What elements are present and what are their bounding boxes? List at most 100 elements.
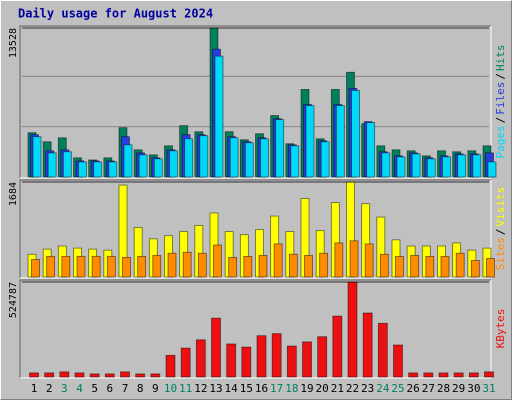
x-tick-label: 16 — [255, 382, 268, 395]
bar — [364, 243, 374, 278]
bar — [152, 254, 162, 278]
x-tick-label: 21 — [331, 382, 344, 395]
bar — [487, 161, 497, 178]
bar — [457, 154, 467, 178]
x-tick-label: 15 — [240, 382, 253, 395]
legend-separator: / — [494, 73, 507, 80]
bar — [349, 240, 359, 278]
x-tick-label: 23 — [361, 382, 374, 395]
bar — [379, 253, 389, 278]
bar — [76, 255, 86, 278]
bar — [423, 372, 434, 378]
bar — [62, 151, 72, 178]
x-tick-label: 19 — [300, 382, 313, 395]
bar — [377, 322, 388, 378]
bar — [426, 158, 436, 178]
plot-bevel-dark — [19, 25, 491, 178]
x-tick-label: 7 — [122, 382, 129, 395]
bar — [320, 141, 330, 178]
x-tick-label: 9 — [152, 382, 159, 395]
bar — [411, 153, 421, 178]
bar — [410, 254, 420, 278]
bar — [169, 150, 178, 178]
legend-entry: Sites — [494, 237, 507, 270]
bar — [44, 372, 55, 378]
x-tick-label: 25 — [391, 382, 404, 395]
plot-bevel-dark — [19, 179, 491, 278]
legend: Pages/Files/Hits — [494, 45, 507, 159]
bar — [347, 281, 358, 378]
x-tick-label: 29 — [452, 382, 465, 395]
bar — [47, 152, 57, 178]
bar — [317, 336, 328, 378]
bar — [256, 335, 267, 378]
chart-title: Daily usage for August 2024 — [18, 7, 213, 21]
x-tick-label: 22 — [346, 382, 359, 395]
x-tick-label: 28 — [437, 382, 450, 395]
bar — [153, 158, 163, 178]
legend-separator: / — [494, 117, 507, 124]
bar — [120, 371, 130, 378]
bar — [106, 255, 116, 278]
x-tick-label: 26 — [407, 382, 420, 395]
legend: KBytes — [494, 309, 507, 349]
bar — [302, 341, 312, 378]
bar — [91, 255, 101, 278]
x-tick-label: 4 — [76, 382, 83, 395]
bar — [486, 258, 495, 278]
x-tick-label: 1 — [31, 382, 38, 395]
bar — [362, 312, 373, 378]
legend-entry: Pages — [494, 125, 507, 158]
bar — [211, 317, 221, 378]
bar — [226, 343, 237, 378]
legend-entry: KBytes — [494, 309, 507, 349]
bar — [197, 252, 207, 278]
legend-entry: Visits — [494, 187, 507, 227]
bar — [286, 345, 297, 378]
plot-bevel-dark — [19, 279, 491, 378]
bar — [78, 161, 87, 178]
bar — [46, 255, 56, 278]
bar — [59, 371, 70, 378]
bar — [258, 254, 268, 278]
bar — [241, 346, 252, 378]
bar — [195, 339, 206, 378]
x-tick-label: 5 — [91, 382, 98, 395]
bar — [470, 260, 480, 278]
bar — [393, 344, 403, 378]
x-tick-label: 10 — [164, 382, 177, 395]
x-tick-label: 12 — [194, 382, 207, 395]
bar — [167, 252, 177, 278]
legend-separator: / — [494, 229, 507, 236]
bar — [305, 105, 315, 178]
bar — [275, 119, 285, 178]
x-tick-label: 11 — [179, 382, 192, 395]
bar — [199, 135, 209, 178]
bar — [396, 156, 406, 178]
x-tick-label: 31 — [482, 382, 495, 395]
bar — [228, 256, 238, 278]
bar — [123, 144, 133, 178]
legend-entry: Files — [494, 82, 507, 115]
bar — [468, 372, 479, 378]
y-tick-label: 524787 — [8, 282, 19, 318]
y-tick-label: 1684 — [8, 182, 19, 206]
plot-bevel-light — [20, 26, 492, 179]
bar — [135, 373, 146, 378]
bar — [138, 154, 148, 178]
x-tick-label: 17 — [270, 382, 283, 395]
bar — [89, 373, 100, 378]
bar — [32, 136, 42, 178]
bar — [104, 373, 115, 378]
bar — [244, 142, 254, 178]
bar — [484, 371, 494, 378]
x-tick-label: 13 — [209, 382, 222, 395]
bar — [61, 255, 71, 278]
bar — [290, 145, 300, 178]
bar — [271, 333, 282, 378]
y-tick-label: 13528 — [8, 28, 19, 58]
bar — [243, 255, 253, 278]
bar — [334, 242, 344, 278]
